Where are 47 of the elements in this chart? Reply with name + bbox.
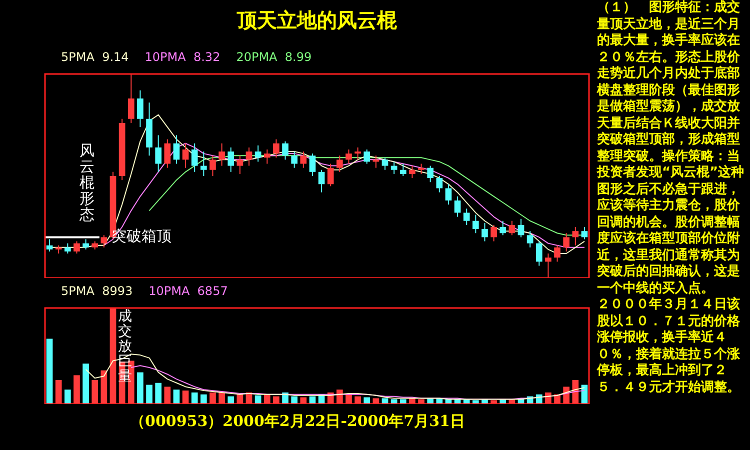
text: ２０００年３月１４日该股以１０．７１元的价格涨停报收，换手率近４０％，接着就连拉５个涨停板，最高上冲到了２５．４９元才开始调整。 <box>597 297 741 396</box>
text: （１） 图形特征：成交量顶天立地，是近三个月的最大量，换手率应该在２０％左右。形态上股价走势近几个月内处于底部横盘整理阶段（最佳图形是做箱型震荡），成交放天量后结合Ｋ线收大阳并突破箱型顶部，形成箱型整理突破。操作策略：当投资者发现“风云棍”这种图形之后不必急于跟进，应该等待主力震仓，股价回调的机会。股价调整幅度应该在箱型顶部价位附近，这里我们通常称其为突破后的回抽确认，这是一个中线的买入点。 <box>597 0 744 296</box>
bar <box>146 384 152 404</box>
bar <box>291 396 298 404</box>
annotation: 风云棍形态 <box>78 141 94 224</box>
text: 20PMA 8.99 <box>236 50 312 64</box>
bar <box>191 392 198 404</box>
bar <box>354 396 361 404</box>
text: 10PMA 8.32 <box>144 50 220 64</box>
bar <box>173 390 180 404</box>
candlestick <box>300 151 307 168</box>
bar <box>64 390 71 404</box>
bar <box>200 394 207 404</box>
text: 10PMA 6857 <box>148 284 228 298</box>
bar <box>264 394 270 404</box>
chart-title: 顶天立地的风云棍 <box>236 8 398 32</box>
bar <box>382 398 388 404</box>
bar <box>228 396 234 404</box>
bar <box>92 380 98 404</box>
bar <box>273 396 280 404</box>
bar <box>336 390 343 404</box>
bar <box>372 398 380 404</box>
candlestick <box>463 208 470 226</box>
bar <box>364 397 370 404</box>
bar <box>300 397 307 404</box>
bar <box>400 399 406 404</box>
bar <box>210 392 216 404</box>
bar <box>82 364 89 404</box>
bar <box>572 380 579 404</box>
candlestick <box>291 151 298 168</box>
text: 5PMA 8993 <box>61 284 133 298</box>
bar <box>137 372 144 404</box>
bar <box>472 400 479 404</box>
bar <box>218 392 225 404</box>
bar <box>155 382 162 404</box>
bar <box>346 394 352 404</box>
bar <box>490 400 497 404</box>
bar <box>164 386 171 404</box>
bar <box>74 375 80 404</box>
bar <box>55 380 62 404</box>
text: 5PMA 9.14 <box>61 50 129 64</box>
bar <box>46 338 53 404</box>
bar <box>418 399 424 404</box>
text: （000953）2000年2月22日-2000年7月31日 <box>129 412 466 431</box>
bar <box>182 390 189 404</box>
bar <box>110 308 116 404</box>
candlestick <box>336 155 343 172</box>
